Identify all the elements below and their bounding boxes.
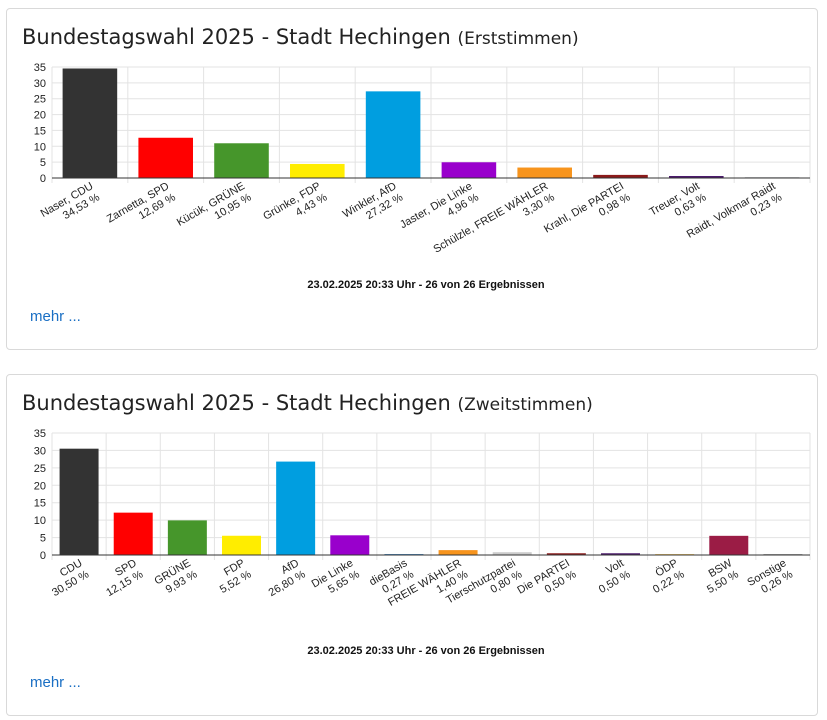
y-tick-label: 30: [34, 445, 46, 457]
y-tick-label: 15: [34, 498, 46, 510]
bar[interactable]: [222, 535, 261, 555]
card-title: Bundestagswahl 2025 - Stadt Hechingen (Z…: [22, 391, 593, 415]
bar[interactable]: [365, 91, 421, 178]
bar[interactable]: [601, 553, 640, 555]
bar[interactable]: [517, 167, 572, 178]
y-tick-label: 35: [34, 428, 46, 440]
y-tick-label: 15: [34, 125, 46, 137]
bar[interactable]: [593, 174, 648, 178]
bar[interactable]: [669, 176, 724, 178]
y-tick-label: 5: [40, 533, 46, 545]
bar[interactable]: [138, 137, 193, 178]
bar[interactable]: [330, 535, 370, 555]
bar[interactable]: [113, 512, 153, 555]
y-tick-label: 25: [34, 94, 46, 106]
bar[interactable]: [546, 553, 586, 555]
chart-card-zweitstimmen: Bundestagswahl 2025 - Stadt Hechingen (Z…: [6, 374, 818, 716]
bar[interactable]: [492, 552, 532, 555]
chart-footer: 23.02.2025 20:33 Uhr - 26 von 26 Ergebni…: [307, 279, 545, 291]
bar[interactable]: [214, 143, 269, 178]
card-subtitle: (Erststimmen): [457, 29, 579, 49]
bar[interactable]: [290, 163, 345, 178]
chart-footer: 23.02.2025 20:33 Uhr - 26 von 26 Ergebni…: [307, 645, 545, 657]
y-tick-label: 0: [40, 173, 46, 185]
bar[interactable]: [709, 535, 749, 555]
y-tick-label: 30: [34, 78, 46, 90]
card-title-main: Bundestagswahl 2025 - Stadt Hechingen: [22, 391, 451, 415]
y-tick-label: 35: [34, 62, 46, 74]
card-title-main: Bundestagswahl 2025 - Stadt Hechingen: [22, 25, 451, 49]
y-tick-label: 20: [34, 480, 46, 492]
bar[interactable]: [276, 461, 316, 555]
bar[interactable]: [59, 448, 99, 555]
more-link[interactable]: mehr ...: [30, 674, 81, 691]
y-tick-label: 10: [34, 515, 46, 527]
more-link[interactable]: mehr ...: [30, 308, 81, 325]
bar[interactable]: [167, 520, 207, 555]
y-tick-label: 25: [34, 463, 46, 475]
y-tick-label: 10: [34, 141, 46, 153]
y-tick-label: 20: [34, 110, 46, 122]
y-tick-label: 5: [40, 157, 46, 169]
card-title: Bundestagswahl 2025 - Stadt Hechingen (E…: [22, 25, 579, 49]
chart-card-erststimmen: Bundestagswahl 2025 - Stadt Hechingen (E…: [6, 8, 818, 350]
bar[interactable]: [438, 550, 478, 555]
y-tick-label: 0: [40, 550, 46, 562]
bar[interactable]: [441, 162, 497, 178]
bar[interactable]: [62, 68, 118, 178]
card-subtitle: (Zweitstimmen): [457, 395, 593, 415]
